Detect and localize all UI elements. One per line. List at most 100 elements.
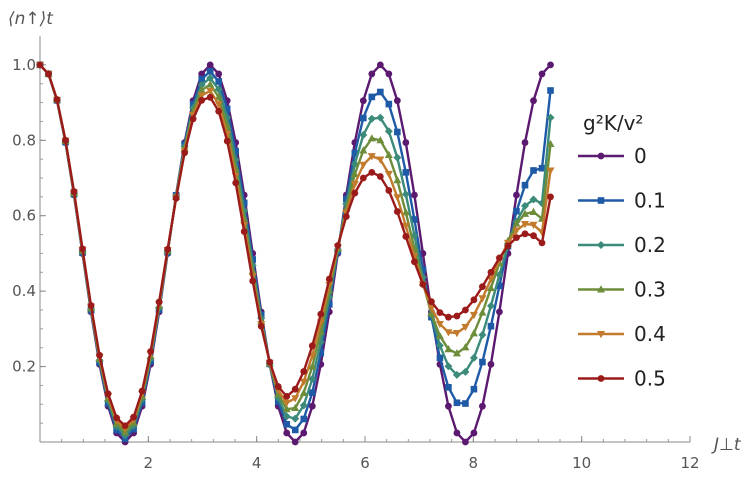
y-tick-label: 0.8: [12, 131, 36, 149]
series-line: [39, 64, 552, 440]
data-point: [206, 93, 214, 101]
data-point: [547, 61, 554, 69]
data-point: [368, 70, 376, 78]
data-point: [521, 201, 530, 210]
legend-item: 0.4: [578, 322, 666, 346]
y-axis-label: ⟨n↑⟩t: [8, 9, 54, 29]
data-point: [385, 100, 393, 108]
data-point: [368, 93, 376, 101]
data-point: [444, 362, 453, 371]
data-point: [496, 282, 503, 290]
legend-label: 0: [634, 144, 647, 168]
data-point: [597, 241, 605, 249]
data-point: [444, 345, 453, 353]
legend-title: g²K/v²: [583, 111, 643, 135]
data-point: [546, 139, 555, 148]
data-point: [470, 385, 478, 393]
data-point: [367, 134, 376, 142]
data-point: [521, 209, 530, 217]
data-point: [411, 216, 418, 223]
data-point: [513, 234, 520, 241]
data-point: [376, 156, 385, 164]
data-point: [308, 389, 316, 396]
data-point: [401, 222, 410, 231]
data-point: [445, 402, 452, 410]
data-point: [138, 387, 146, 395]
data-point: [469, 311, 478, 320]
data-point: [436, 354, 444, 362]
data-point: [53, 96, 61, 103]
data-point: [461, 323, 470, 332]
data-point: [367, 153, 376, 161]
data-point: [359, 161, 368, 169]
x-tick-label: 8: [469, 454, 479, 472]
data-point: [206, 61, 214, 69]
data-point: [367, 114, 376, 123]
data-point: [478, 330, 487, 339]
data-point: [479, 358, 486, 366]
data-point: [291, 385, 299, 393]
series-line: [39, 64, 552, 434]
data-point: [376, 173, 384, 180]
legend-item: 0: [578, 144, 647, 168]
data-point: [257, 322, 265, 330]
data-point: [445, 384, 452, 391]
data-point: [402, 169, 410, 176]
data-point: [70, 188, 78, 195]
axes: 2 4 6 8 10 12 0.2 0.4 0.6 0.8 1.0: [12, 36, 700, 472]
data-point: [512, 219, 521, 227]
data-point: [393, 176, 402, 184]
series-0-1: [36, 61, 554, 442]
data-point: [79, 245, 86, 253]
data-point: [444, 329, 453, 337]
data-point: [597, 375, 605, 382]
data-point: [291, 438, 299, 446]
data-point: [384, 150, 393, 158]
data-point: [462, 438, 469, 446]
data-point: [487, 322, 495, 330]
data-point: [470, 429, 478, 437]
data-point: [435, 320, 444, 329]
data-point: [164, 245, 172, 253]
data-point: [427, 304, 436, 312]
data-point: [384, 170, 393, 179]
data-point: [342, 213, 350, 220]
data-point: [300, 415, 308, 423]
data-point: [291, 414, 300, 423]
data-point: [547, 193, 554, 201]
data-point: [282, 399, 291, 407]
data-point: [198, 96, 206, 104]
data-point: [384, 127, 393, 136]
data-point: [308, 362, 317, 370]
legend-label: 0.3: [634, 278, 666, 302]
data-point: [419, 280, 427, 288]
x-tick-label: 2: [144, 454, 154, 472]
data-point: [461, 343, 470, 351]
data-point: [597, 197, 605, 204]
data-point: [427, 309, 436, 317]
legend-label: 0.2: [634, 233, 666, 257]
data-point: [377, 88, 384, 96]
data-point: [512, 227, 521, 235]
data-point: [521, 139, 529, 146]
data-point: [452, 349, 461, 357]
data-point: [513, 207, 520, 215]
data-point: [181, 149, 189, 157]
data-point: [402, 233, 410, 240]
data-point: [513, 191, 520, 199]
data-point: [359, 97, 367, 105]
data-point: [240, 228, 248, 235]
data-point: [453, 312, 461, 320]
data-point: [496, 308, 503, 316]
legend-item: 0.3: [578, 278, 666, 302]
data-point: [419, 266, 427, 273]
data-point: [486, 301, 495, 310]
data-point: [530, 97, 537, 105]
data-point: [495, 270, 504, 279]
data-point: [478, 308, 487, 316]
data-point: [402, 139, 410, 146]
data-point: [197, 80, 206, 89]
legend-label: 0.4: [634, 322, 666, 346]
x-tick-label: 6: [360, 454, 370, 472]
